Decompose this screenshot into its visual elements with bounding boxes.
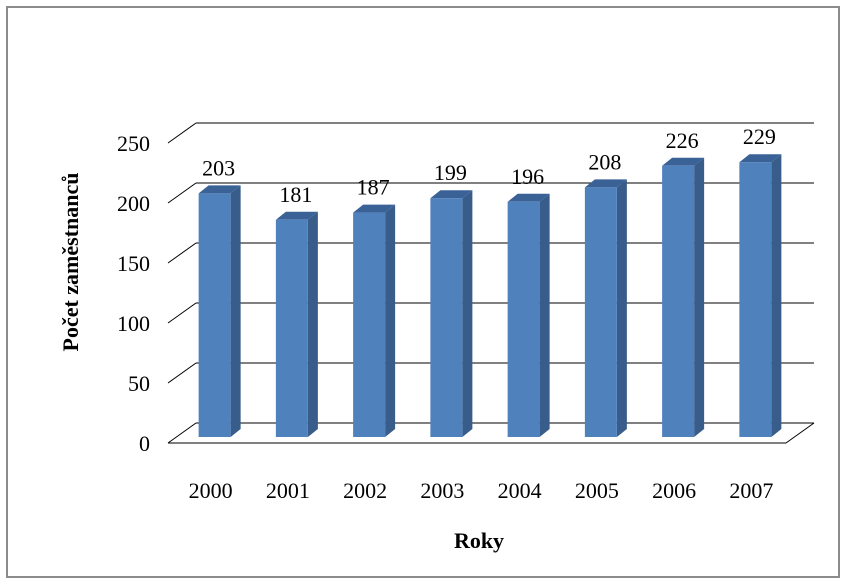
bar-top xyxy=(353,204,396,213)
bar-front xyxy=(507,201,540,437)
gridline-connector xyxy=(167,422,197,444)
bar-side xyxy=(230,185,241,437)
data-label: 229 xyxy=(743,124,776,149)
x-category-label: 2002 xyxy=(343,478,387,503)
bar-front xyxy=(662,165,695,438)
x-category-label: 2005 xyxy=(575,478,619,503)
x-axis-title: Roky xyxy=(454,528,504,553)
bar-2004 xyxy=(507,193,550,437)
y-tick-label: 100 xyxy=(117,311,150,336)
gridline-connector xyxy=(167,122,197,144)
bar-front xyxy=(353,212,386,437)
bar-2006 xyxy=(662,157,705,438)
bar-side xyxy=(694,157,705,438)
data-label: 226 xyxy=(666,128,699,153)
bar-2001 xyxy=(275,211,318,437)
bar-side xyxy=(539,193,550,437)
y-tick-label: 0 xyxy=(139,431,150,456)
y-tick-label: 150 xyxy=(117,251,150,276)
bar-top xyxy=(662,157,705,166)
bar-2005 xyxy=(584,179,627,437)
gridline-connector xyxy=(167,362,197,384)
bar-top xyxy=(275,211,318,220)
bar-front xyxy=(430,198,463,437)
bar-side xyxy=(385,204,396,437)
data-label: 181 xyxy=(279,182,312,207)
data-label: 199 xyxy=(434,160,467,185)
bar-front xyxy=(739,162,772,437)
data-label: 208 xyxy=(588,149,621,174)
bar-2003 xyxy=(430,190,473,437)
bar-2007 xyxy=(739,154,782,437)
bar-side xyxy=(307,211,318,437)
x-axis-categories: 2000 2001 2002 2003 2004 2005 2006 2007 xyxy=(189,478,774,503)
bar-side xyxy=(462,190,473,437)
data-label: 196 xyxy=(511,164,544,189)
gridline-connector xyxy=(167,242,197,264)
data-label: 203 xyxy=(202,155,235,180)
y-tick-label: 250 xyxy=(117,131,150,156)
gridline-connector xyxy=(167,182,197,204)
bars xyxy=(198,154,782,438)
x-category-label: 2001 xyxy=(266,478,310,503)
y-tick-label: 200 xyxy=(117,191,150,216)
bar-top xyxy=(507,193,550,202)
gridline-connector xyxy=(167,302,197,324)
x-category-label: 2000 xyxy=(189,478,233,503)
y-axis-ticks: 0 50 100 150 200 250 xyxy=(117,131,150,456)
bar-2002 xyxy=(353,204,396,437)
bar-front xyxy=(275,219,308,437)
y-axis-title: Počet zaměstnanců xyxy=(58,172,83,351)
bar-top xyxy=(584,179,627,188)
floor-right-edge xyxy=(785,422,815,444)
bar-side xyxy=(771,154,782,437)
data-labels: 203 181 187 199 196 208 226 229 xyxy=(202,124,776,207)
bar-front xyxy=(198,193,231,437)
bar-2000 xyxy=(198,185,241,437)
x-category-label: 2004 xyxy=(498,478,542,503)
y-tick-label: 50 xyxy=(128,371,150,396)
x-category-label: 2007 xyxy=(729,478,773,503)
data-label: 187 xyxy=(357,175,390,200)
bar-top xyxy=(198,185,241,194)
bar-top xyxy=(430,190,473,199)
bar-side xyxy=(616,179,627,437)
x-category-label: 2006 xyxy=(652,478,696,503)
bar-top xyxy=(739,154,782,163)
bar-front xyxy=(584,187,617,437)
x-category-label: 2003 xyxy=(420,478,464,503)
gridlines xyxy=(167,122,815,444)
